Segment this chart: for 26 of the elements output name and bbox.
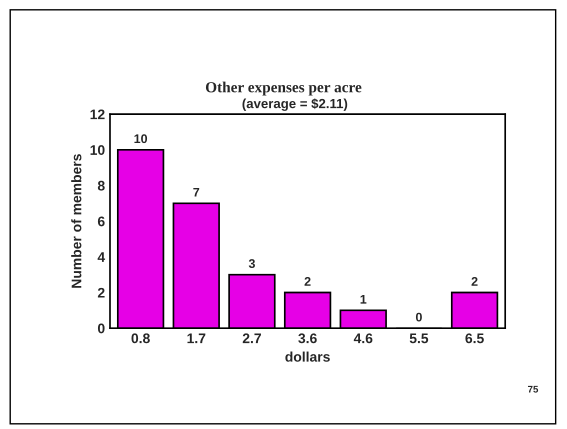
x-tick-label: 3.6 xyxy=(298,333,317,344)
x-tick-label: 2.7 xyxy=(242,333,261,344)
y-tick-label: 0 xyxy=(98,324,105,334)
data-label: 0 xyxy=(416,312,422,322)
data-label: 10 xyxy=(134,134,148,144)
data-label: 1 xyxy=(360,294,366,304)
y-tick-label: 4 xyxy=(98,252,106,262)
chart-title: Other expenses per acre xyxy=(206,82,362,96)
y-tick-label: 8 xyxy=(98,180,105,191)
text: 75 xyxy=(528,386,538,393)
y-tick-label: 12 xyxy=(90,109,105,120)
x-tick-label: 1.7 xyxy=(187,334,206,344)
data-label: 2 xyxy=(472,277,478,286)
chart-subtitle: (average = $2.11) xyxy=(242,98,348,111)
data-label: 7 xyxy=(193,188,200,197)
x-tick-label: 6.5 xyxy=(465,333,484,344)
x-tick-label: 0.8 xyxy=(132,333,150,344)
y-axis-title: Number of members xyxy=(71,154,82,288)
y-tick-label: 2 xyxy=(98,288,105,298)
y-tick-label: 10 xyxy=(90,145,105,155)
x-axis-title: dollars xyxy=(285,352,330,362)
y-tick-label: 6 xyxy=(98,216,105,226)
x-tick-label: 4.6 xyxy=(354,333,372,344)
data-label: 2 xyxy=(304,277,311,286)
data-label: 3 xyxy=(248,259,255,268)
x-tick-label: 5.5 xyxy=(410,334,428,344)
